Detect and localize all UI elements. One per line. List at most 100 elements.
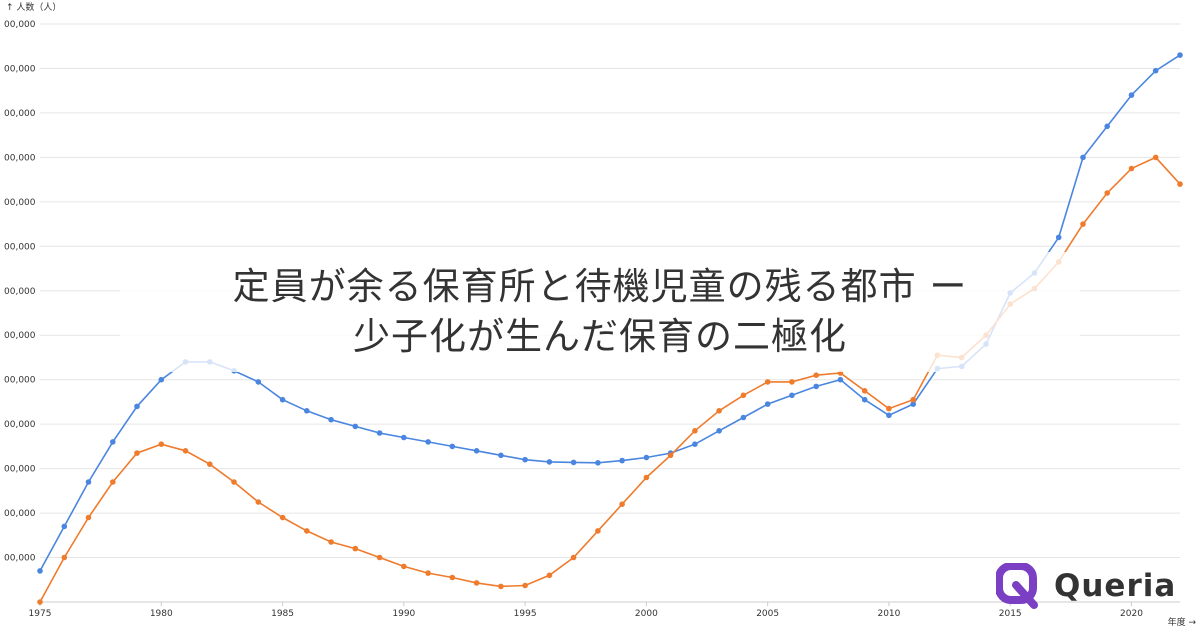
data-point bbox=[158, 376, 165, 383]
data-point bbox=[304, 408, 310, 414]
data-point bbox=[110, 439, 116, 445]
data-point bbox=[279, 396, 286, 403]
data-point bbox=[716, 408, 722, 414]
x-axis-title: 年度 → bbox=[1168, 616, 1197, 628]
y-tick-label: 00,000 bbox=[4, 331, 36, 341]
data-point bbox=[570, 459, 577, 466]
data-point bbox=[1104, 190, 1110, 196]
data-point bbox=[522, 456, 528, 463]
data-point bbox=[158, 441, 165, 448]
data-point bbox=[37, 599, 43, 605]
data-point bbox=[837, 376, 844, 383]
data-point bbox=[910, 401, 916, 407]
data-point bbox=[352, 545, 359, 552]
x-tick-label: 2010 bbox=[877, 609, 900, 619]
data-point bbox=[813, 383, 819, 390]
data-point bbox=[643, 474, 650, 481]
data-point bbox=[643, 454, 650, 461]
x-tick-label: 2020 bbox=[1120, 609, 1143, 619]
y-tick-label: 00,000 bbox=[4, 465, 36, 475]
data-point bbox=[546, 572, 553, 579]
y-tick-label: 00,000 bbox=[4, 287, 36, 297]
data-point bbox=[595, 460, 601, 466]
y-tick-label: 00,000 bbox=[4, 153, 36, 163]
x-tick-label: 2005 bbox=[756, 609, 779, 619]
data-point bbox=[861, 388, 868, 394]
title-line-2: 少子化が生んだ保育の二極化 bbox=[353, 315, 847, 358]
data-point bbox=[134, 450, 140, 456]
data-point bbox=[255, 499, 262, 505]
data-point bbox=[789, 379, 795, 385]
data-point bbox=[716, 428, 722, 434]
data-point bbox=[789, 392, 795, 399]
data-point bbox=[85, 514, 92, 521]
data-point bbox=[667, 452, 674, 459]
x-tick-label: 1990 bbox=[392, 609, 415, 619]
brand-logo: Queria bbox=[996, 563, 1176, 609]
data-point bbox=[570, 554, 577, 561]
data-point bbox=[740, 414, 747, 421]
data-point bbox=[449, 443, 456, 450]
data-point bbox=[595, 528, 601, 534]
data-point bbox=[764, 379, 771, 385]
y-tick-label: 00,000 bbox=[4, 198, 36, 208]
y-tick-label: 00,000 bbox=[4, 109, 36, 119]
brand-name: Queria bbox=[1054, 568, 1177, 604]
data-point bbox=[328, 539, 334, 545]
data-point bbox=[861, 396, 868, 403]
data-point bbox=[498, 583, 504, 590]
data-point bbox=[1128, 165, 1135, 172]
data-point bbox=[61, 523, 68, 530]
data-point bbox=[764, 401, 771, 407]
data-point bbox=[207, 461, 213, 468]
data-point bbox=[110, 479, 116, 485]
data-point bbox=[910, 396, 916, 403]
x-tick-label: 1995 bbox=[514, 609, 537, 619]
data-point bbox=[522, 582, 528, 589]
data-point bbox=[1080, 154, 1086, 161]
x-tick-label: 2015 bbox=[999, 609, 1022, 619]
y-axis-title: ↑ 人数（人） bbox=[6, 1, 61, 13]
data-point bbox=[473, 448, 480, 454]
data-point bbox=[1128, 92, 1135, 98]
y-tick-label: 00,000 bbox=[4, 509, 36, 519]
y-tick-labels: 00,000 00,000 00,000 00,000 00,000 00,000 00,0… bbox=[4, 20, 36, 564]
data-point bbox=[740, 392, 747, 399]
data-point bbox=[1177, 181, 1183, 187]
data-point bbox=[376, 430, 383, 436]
data-point bbox=[498, 452, 504, 459]
data-point bbox=[231, 479, 237, 485]
data-point bbox=[279, 514, 286, 521]
data-point bbox=[1104, 123, 1110, 130]
data-point bbox=[328, 416, 334, 423]
data-point bbox=[352, 423, 359, 430]
title-overlay: 定員が余る保育所と待機児童の残る都市 ー 少子化が生んだ保育の二極化 bbox=[120, 252, 1080, 372]
data-point bbox=[304, 528, 310, 534]
data-point bbox=[813, 372, 819, 379]
y-tick-label: 00,000 bbox=[4, 554, 36, 564]
x-axis: 1975 1980 1985 1990 1995 2000 2005 2010 2015 2020 bbox=[29, 601, 1180, 619]
data-point bbox=[255, 379, 262, 385]
y-tick-label: 00,000 bbox=[4, 376, 36, 386]
data-point bbox=[134, 403, 140, 410]
data-point bbox=[692, 441, 698, 448]
data-point bbox=[473, 580, 480, 586]
x-tick-label: 1985 bbox=[271, 609, 294, 619]
data-point bbox=[425, 439, 431, 445]
data-point bbox=[619, 457, 625, 464]
data-point bbox=[1177, 52, 1183, 58]
x-tick-label: 2000 bbox=[635, 609, 658, 619]
data-point bbox=[1152, 154, 1159, 161]
y-tick-label: 00,000 bbox=[4, 420, 36, 430]
x-tick-label: 1975 bbox=[29, 609, 52, 619]
data-point bbox=[619, 501, 625, 508]
data-point bbox=[401, 434, 407, 441]
x-tick-label: 1980 bbox=[150, 609, 173, 619]
data-point bbox=[692, 428, 698, 434]
data-point bbox=[85, 479, 92, 485]
data-point bbox=[886, 412, 892, 419]
data-point bbox=[886, 405, 892, 412]
data-point bbox=[61, 554, 68, 561]
y-tick-label: 00,000 bbox=[4, 64, 36, 74]
